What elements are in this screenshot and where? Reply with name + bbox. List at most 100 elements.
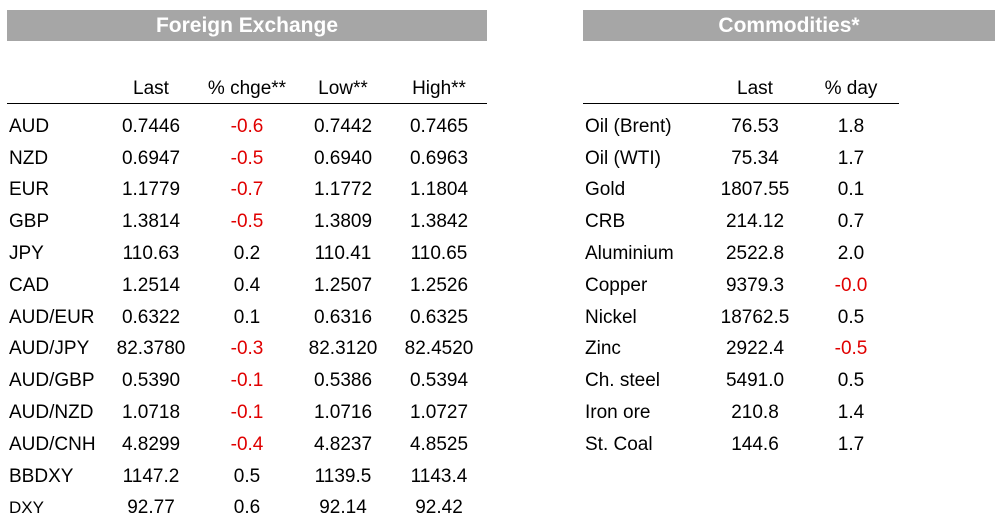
- fx-low-value: 0.5386: [313, 370, 373, 392]
- commodity-row: Iron ore 210.8 1.4: [583, 397, 899, 429]
- fx-low-value: 82.3120: [308, 338, 378, 360]
- commodities-table: Last % day Oil (Brent) 76.53 1.8 Oil (WTI) 7…: [583, 74, 899, 461]
- fx-last-value: 0.6947: [121, 147, 181, 169]
- fx-row: DXY 92.77 0.6 92.14 92.42: [7, 493, 487, 525]
- fx-last-value: 0.5390: [121, 370, 181, 392]
- fx-low-value: 1.2507: [313, 274, 373, 296]
- fx-low-value: 1.3809: [313, 211, 373, 233]
- fx-change-value: -0.3: [230, 338, 264, 360]
- fx-high-value: 1.0727: [409, 402, 469, 424]
- commodity-last-value: 214.12: [725, 211, 785, 233]
- fx-currency-name: DXY: [9, 498, 44, 518]
- fx-low-value: 0.7442: [313, 115, 373, 137]
- commodity-name: Nickel: [585, 306, 637, 328]
- fx-high-value: 110.65: [410, 243, 468, 265]
- fx-row: AUD/CNH 4.8299 -0.4 4.8237 4.8525: [7, 429, 487, 461]
- fx-col-header-high: High**: [391, 74, 487, 104]
- fx-table: Last % chge** Low** High** AUD 0.7446 -0.6…: [7, 74, 487, 524]
- commodities-panel-title: Commodities*: [583, 10, 995, 41]
- com-col-header-last: Last: [707, 74, 803, 104]
- commodity-row: St. Coal 144.6 1.7: [583, 429, 899, 461]
- fx-row: GBP 1.3814 -0.5 1.3809 1.3842: [7, 206, 487, 238]
- fx-change-value: -0.7: [230, 179, 264, 201]
- commodity-last-value: 2522.8: [725, 243, 785, 265]
- fx-high-value: 1143.4: [410, 465, 468, 487]
- fx-row: AUD/JPY 82.3780 -0.3 82.3120 82.4520: [7, 334, 487, 366]
- fx-high-value: 4.8525: [409, 433, 469, 455]
- fx-last-value: 1.1779: [121, 179, 181, 201]
- fx-row: AUD/EUR 0.6322 0.1 0.6316 0.6325: [7, 302, 487, 334]
- fx-last-value: 0.7446: [121, 115, 181, 137]
- fx-currency-name: BBDXY: [9, 465, 74, 487]
- fx-low-value: 4.8237: [313, 433, 373, 455]
- commodity-day-change: 1.8: [837, 115, 865, 137]
- commodities-header-row: Last % day: [583, 74, 899, 104]
- fx-panel-title: Foreign Exchange: [7, 10, 487, 41]
- commodity-row: Oil (WTI) 75.34 1.7: [583, 143, 899, 175]
- fx-table-body: AUD 0.7446 -0.6 0.7442 0.7465 NZD 0.6947 -0.5 0.…: [7, 104, 487, 525]
- fx-high-value: 0.5394: [409, 370, 469, 392]
- commodity-name: Oil (Brent): [585, 115, 672, 137]
- fx-currency-name: JPY: [9, 243, 44, 265]
- fx-low-value: 1.0716: [313, 402, 373, 424]
- fx-low-value: 1.1772: [313, 179, 373, 201]
- com-col-header-name: [583, 74, 707, 104]
- fx-high-value: 0.7465: [409, 115, 469, 137]
- fx-row: NZD 0.6947 -0.5 0.6940 0.6963: [7, 143, 487, 175]
- commodity-day-change: 1.7: [837, 147, 865, 169]
- commodities-table-body: Oil (Brent) 76.53 1.8 Oil (WTI) 75.34 1.7 Gold…: [583, 104, 899, 461]
- commodity-name: Copper: [585, 274, 648, 296]
- fx-row: JPY 110.63 0.2 110.41 110.65: [7, 238, 487, 270]
- commodity-name: Aluminium: [585, 243, 674, 265]
- commodity-day-change: -0.0: [834, 274, 868, 296]
- commodity-name: Zinc: [585, 338, 621, 360]
- fx-last-value: 4.8299: [121, 433, 181, 455]
- fx-last-value: 92.77: [127, 497, 175, 519]
- fx-currency-name: AUD/GBP: [9, 370, 95, 392]
- commodity-last-value: 144.6: [731, 433, 779, 455]
- fx-high-value: 0.6325: [409, 306, 469, 328]
- fx-row: BBDXY 1147.2 0.5 1139.5 1143.4: [7, 461, 487, 493]
- fx-row: EUR 1.1779 -0.7 1.1772 1.1804: [7, 175, 487, 207]
- commodity-last-value: 2922.4: [725, 338, 785, 360]
- commodity-day-change: 0.7: [837, 211, 865, 233]
- fx-low-value: 110.41: [314, 243, 372, 265]
- commodity-last-value: 1807.55: [720, 179, 790, 201]
- commodity-last-value: 76.53: [731, 115, 779, 137]
- commodity-row: Aluminium 2522.8 2.0: [583, 238, 899, 270]
- commodity-name: Gold: [585, 179, 626, 201]
- fx-currency-name: EUR: [9, 179, 50, 201]
- fx-currency-name: NZD: [9, 147, 49, 169]
- commodity-day-change: -0.5: [834, 338, 868, 360]
- commodity-row: Gold 1807.55 0.1: [583, 175, 899, 207]
- fx-high-value: 92.42: [415, 497, 463, 519]
- commodity-day-change: 1.7: [837, 433, 865, 455]
- fx-col-header-last: Last: [103, 74, 199, 104]
- fx-high-value: 1.3842: [409, 211, 469, 233]
- commodity-day-change: 0.5: [837, 370, 865, 392]
- fx-currency-name: AUD/CNH: [9, 433, 96, 455]
- commodity-last-value: 18762.5: [720, 306, 790, 328]
- fx-last-value: 110.63: [122, 243, 180, 265]
- commodity-last-value: 75.34: [731, 147, 779, 169]
- fx-col-header-chge: % chge**: [199, 74, 295, 104]
- row-spacer-cell: [7, 104, 487, 112]
- fx-last-value: 0.6322: [121, 306, 181, 328]
- commodity-name: Iron ore: [585, 402, 651, 424]
- fx-last-value: 1.0718: [121, 402, 181, 424]
- fx-high-value: 1.1804: [409, 179, 469, 201]
- commodity-last-value: 9379.3: [725, 274, 785, 296]
- row-spacer-cell: [583, 104, 899, 112]
- fx-last-value: 1.3814: [121, 211, 181, 233]
- fx-last-value: 82.3780: [116, 338, 186, 360]
- commodity-name: Oil (WTI): [585, 147, 661, 169]
- fx-currency-name: AUD/NZD: [9, 402, 94, 424]
- fx-row: AUD/GBP 0.5390 -0.1 0.5386 0.5394: [7, 365, 487, 397]
- commodity-name: CRB: [585, 211, 626, 233]
- fx-last-value: 1147.2: [122, 465, 180, 487]
- fx-low-value: 1139.5: [314, 465, 372, 487]
- fx-low-value: 0.6316: [313, 306, 373, 328]
- fx-currency-name: AUD/EUR: [9, 306, 95, 328]
- commodity-row: Nickel 18762.5 0.5: [583, 302, 899, 334]
- fx-row: CAD 1.2514 0.4 1.2507 1.2526: [7, 270, 487, 302]
